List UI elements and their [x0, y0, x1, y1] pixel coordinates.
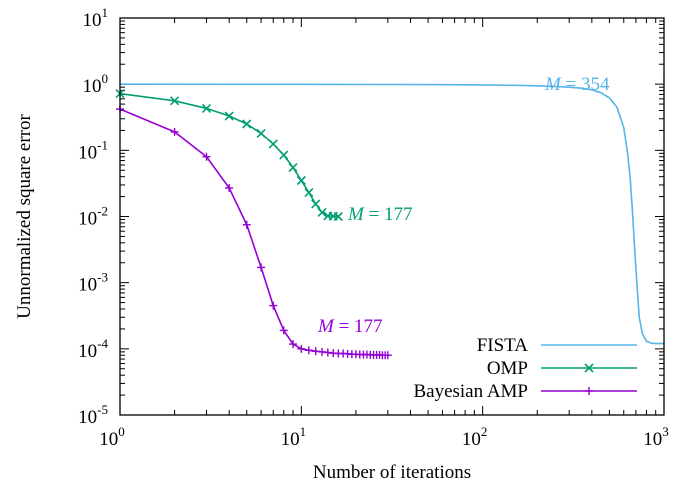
y-tick-label: 10-1 [78, 137, 108, 163]
y-axis-label: Unnormalized square error [14, 113, 35, 318]
series-fista [119, 83, 664, 345]
y-tick-label: 10-3 [78, 270, 108, 296]
series-line-omp [119, 92, 339, 218]
data-point-omp [224, 111, 234, 121]
data-point-omp [242, 119, 252, 129]
tick-labels: 100 101 102 103 10-5 10-4 10-3 10-2 10-1 100 101 [78, 5, 669, 450]
series-omp [115, 89, 343, 222]
x-tick-label: 100 [99, 424, 125, 450]
legend-label-bayesian-amp: Bayesian AMP [413, 381, 528, 402]
y-tick-label: 10-4 [78, 336, 108, 362]
data-point-omp [170, 96, 180, 106]
x-axis-label: Number of iterations [313, 462, 471, 483]
data-point-omp [256, 128, 266, 139]
annotation-bayesian-amp: M = 177 [317, 316, 383, 337]
y-tick-label: 10-5 [78, 402, 108, 428]
data-point-omp [296, 175, 306, 186]
data-point-omp [311, 199, 321, 209]
legend-label-fista: FISTA [477, 335, 529, 356]
y-tick-label: 100 [83, 71, 109, 97]
plot-frame [119, 17, 665, 416]
series-layer [115, 83, 664, 360]
annotation-fista: M = 354 [544, 74, 610, 95]
legend-label-omp: OMP [487, 358, 528, 379]
series-line-fista [119, 83, 664, 345]
y-tick-label: 10-2 [78, 204, 108, 230]
legend-marker-omp [584, 363, 594, 373]
annotation-omp: M = 177 [347, 204, 413, 225]
x-tick-label: 102 [462, 424, 488, 450]
data-point-omp [333, 211, 343, 222]
data-point-omp [288, 162, 298, 173]
data-point-omp [304, 187, 314, 198]
data-point-omp [279, 150, 289, 160]
y-tick-label: 101 [83, 5, 109, 31]
data-point-omp [317, 207, 327, 218]
data-point-omp [268, 139, 278, 149]
x-tick-label: 101 [281, 424, 307, 450]
series-bayesian-amp [116, 105, 392, 360]
data-point-omp [201, 103, 212, 113]
annotations: M = 354 M = 177 M = 177 [317, 74, 610, 337]
x-tick-label: 103 [643, 424, 669, 450]
